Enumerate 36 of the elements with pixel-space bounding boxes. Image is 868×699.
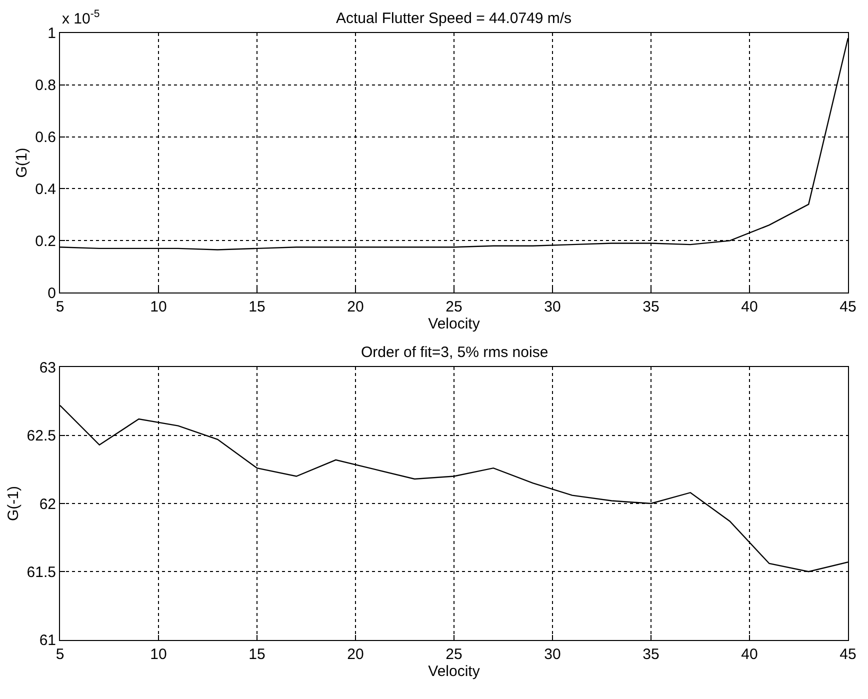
x-tick-label: 20: [347, 298, 364, 316]
x-tick-label: 40: [741, 646, 758, 663]
x-tick-label: 40: [741, 298, 758, 316]
x-tick-label: 45: [840, 298, 856, 316]
chart-title: Actual Flutter Speed = 44.0749 m/s: [336, 10, 572, 27]
x-tick-label: 5: [56, 298, 64, 316]
x-axis-title: Velocity: [428, 662, 480, 680]
x-tick-label: 25: [446, 646, 462, 663]
y-tick-label: 0.8: [35, 77, 56, 94]
y-axis-title: G(1): [13, 148, 30, 178]
chart-title: Order of fit=3, 5% rms noise: [361, 344, 548, 361]
x-tick-label: 5: [56, 646, 64, 663]
text: x 10$^{-5}$: [62, 8, 100, 28]
y-tick-label: 63: [39, 359, 56, 376]
x-tick-label: 35: [642, 298, 660, 316]
y-tick-label: 0.4: [35, 180, 56, 198]
y-tick-label: 1: [48, 25, 56, 42]
y-tick-label: 0: [48, 284, 56, 302]
x-tick-label: 30: [544, 298, 561, 316]
x-tick-label: 30: [544, 646, 561, 663]
y-axis-title: G(-1): [5, 486, 22, 522]
y-tick-label: 0.6: [35, 129, 56, 146]
y-tick-label: 61.5: [26, 564, 56, 581]
y-tick-label: 62: [39, 496, 56, 513]
x-tick-label: 45: [840, 646, 856, 663]
y-tick-label: 0.2: [35, 232, 56, 250]
x-tick-label: 15: [248, 298, 266, 316]
x-tick-label: 15: [248, 646, 266, 663]
x-tick-label: 10: [150, 646, 167, 663]
x-tick-label: 20: [347, 646, 364, 663]
x-tick-label: 10: [150, 298, 167, 316]
x-tick-label: 35: [642, 646, 660, 663]
x-axis-title: Velocity: [428, 316, 480, 333]
y-tick-label: 62.5: [26, 428, 56, 445]
x-tick-label: 25: [446, 298, 462, 316]
y-tick-label: 61: [39, 632, 56, 650]
